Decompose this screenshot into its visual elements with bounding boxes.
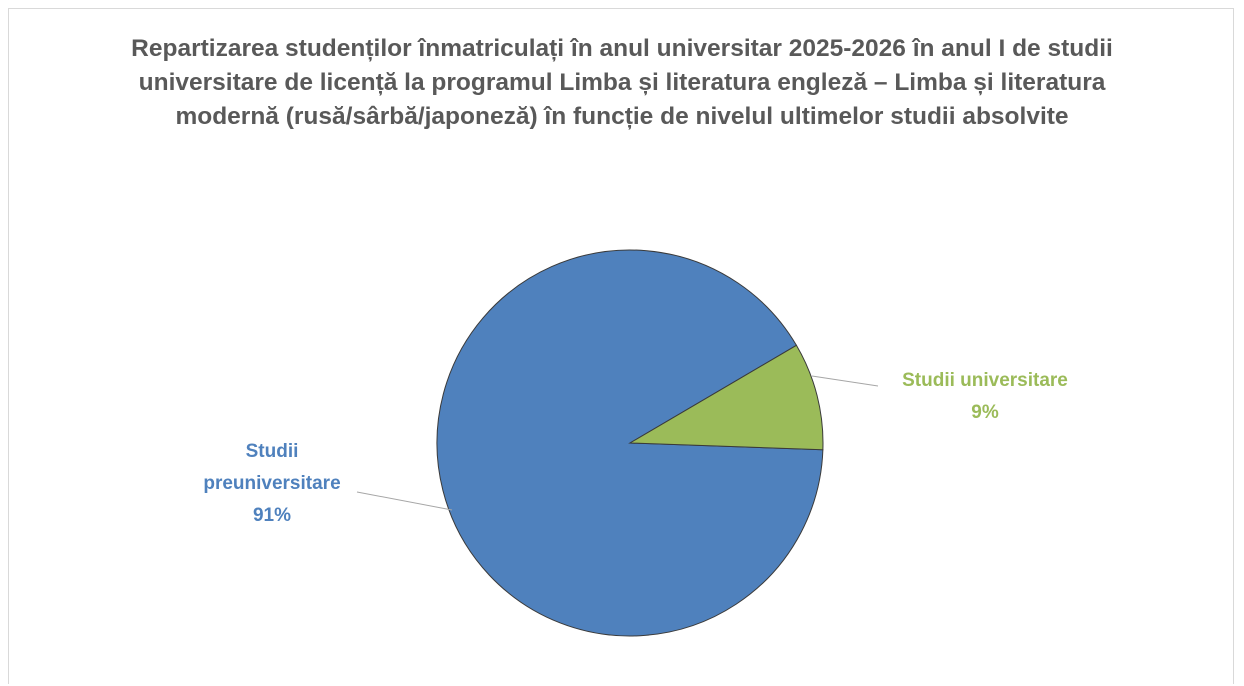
leader-line [811,375,879,387]
data-label: Studii universitare 9% [870,365,1100,429]
label-value: 91% [252,505,292,526]
label-name: Studii preuniversitare [203,441,341,494]
leader-line [356,491,453,511]
data-label: Studii preuniversitare 91% [192,436,352,532]
pie-slice [628,344,824,451]
chart-frame [8,8,1234,684]
chart-title: Repartizarea studenților înmatriculați î… [131,35,1113,130]
label-name: Studii universitare [902,370,1068,391]
label-value: 9% [971,402,999,423]
